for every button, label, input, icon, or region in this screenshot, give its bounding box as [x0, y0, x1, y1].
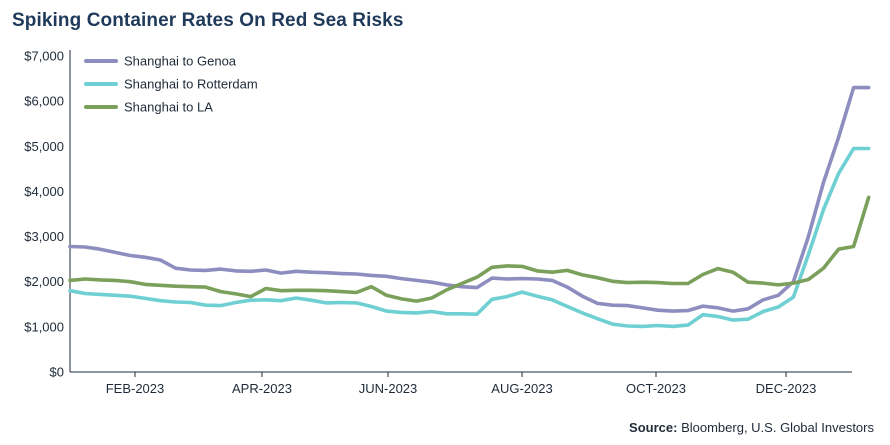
y-axis-ticks: $0 $1,000 $2,000 $3,000 $4,000 $5,000 $6,000 $7… [24, 49, 64, 380]
x-tick-label: JUN-2023 [359, 381, 418, 396]
legend-label: Shanghai to LA [124, 100, 213, 115]
x-tick-label: APR-2023 [232, 381, 292, 396]
x-tick-label: AUG-2023 [491, 381, 552, 396]
source-text: Bloomberg, U.S. Global Investors [681, 420, 874, 435]
x-tick-label: FEB-2023 [106, 381, 165, 396]
series-line-shanghai-to-rotterdam [68, 146, 871, 329]
series-line-shanghai-to-genoa [68, 85, 871, 313]
source-note: Source: Bloomberg, U.S. Global Investors [629, 420, 874, 435]
legend-label: Shanghai to Rotterdam [124, 77, 258, 92]
x-tick-label: OCT-2023 [626, 381, 686, 396]
legend-label: Shanghai to Genoa [124, 54, 237, 69]
chart-title: Spiking Container Rates On Red Sea Risks [12, 10, 404, 31]
x-tick-label: DEC-2023 [756, 381, 817, 396]
legend: Shanghai to Genoa Shanghai to Rotterdam Sh… [84, 54, 258, 115]
y-tick-label: $6,000 [24, 94, 64, 109]
y-tick-label: $4,000 [24, 184, 64, 199]
y-tick-label: $2,000 [24, 274, 64, 289]
series-lines [68, 85, 871, 329]
y-tick-label: $3,000 [24, 229, 64, 244]
source-label: Source: [629, 420, 678, 435]
y-tick-label: $0 [50, 365, 64, 380]
y-tick-label: $5,000 [24, 139, 64, 154]
x-axis: FEB-2023 APR-2023 JUN-2023 AUG-2023 OCT-2023… [69, 50, 852, 396]
series-line-shanghai-to-la [68, 195, 871, 303]
y-tick-label: $1,000 [24, 319, 64, 334]
y-tick-label: $7,000 [24, 49, 64, 64]
